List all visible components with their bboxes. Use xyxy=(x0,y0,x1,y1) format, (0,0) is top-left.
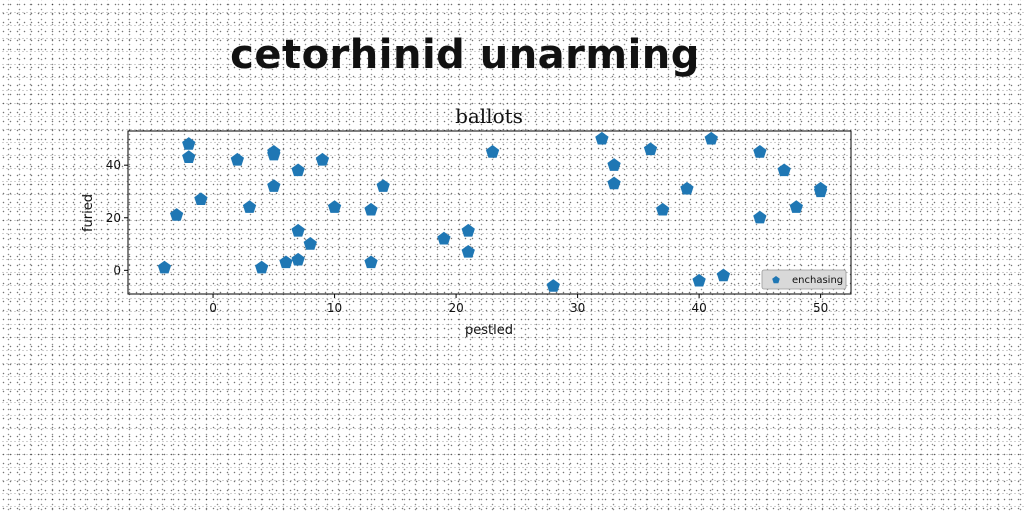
data-point xyxy=(462,245,475,258)
data-point xyxy=(291,253,304,266)
scatter-series xyxy=(158,132,827,292)
legend: enchasing xyxy=(762,270,846,289)
y-tick-label: 20 xyxy=(106,211,121,225)
data-point xyxy=(291,224,304,237)
y-axis-label: furied xyxy=(81,194,96,232)
data-point xyxy=(607,177,620,190)
data-point xyxy=(279,255,292,268)
data-point xyxy=(790,200,803,213)
data-point xyxy=(486,145,499,158)
data-point xyxy=(243,200,256,213)
data-point xyxy=(304,237,317,250)
x-tick-label: 50 xyxy=(813,301,828,315)
data-point xyxy=(170,208,183,221)
x-axis-label: pestled xyxy=(465,323,513,338)
x-axis: 0 10 20 30 40 50 xyxy=(209,294,828,315)
data-point xyxy=(753,211,766,224)
legend-label: enchasing xyxy=(792,275,843,286)
data-point xyxy=(182,150,195,163)
data-point xyxy=(753,145,766,158)
data-point xyxy=(437,232,450,245)
x-tick-label: 10 xyxy=(327,301,342,315)
y-tick-label: 40 xyxy=(106,158,121,172)
data-point xyxy=(364,203,377,216)
data-point xyxy=(692,274,705,287)
data-point xyxy=(182,137,195,150)
data-point xyxy=(680,182,693,195)
data-point xyxy=(231,153,244,166)
data-point xyxy=(194,192,207,205)
data-point xyxy=(595,132,608,145)
data-point xyxy=(291,163,304,176)
data-point xyxy=(547,279,560,292)
data-point xyxy=(255,261,268,274)
data-point xyxy=(717,269,730,282)
data-point xyxy=(267,179,280,192)
data-point xyxy=(364,255,377,268)
chart-title: ballots xyxy=(455,104,523,128)
data-point xyxy=(607,158,620,171)
y-tick-label: 0 xyxy=(113,263,121,277)
data-point xyxy=(644,142,657,155)
x-tick-label: 0 xyxy=(209,301,217,315)
data-point xyxy=(656,203,669,216)
x-tick-label: 20 xyxy=(448,301,463,315)
data-point xyxy=(377,179,390,192)
y-axis: 0 20 40 xyxy=(106,158,128,277)
x-tick-label: 30 xyxy=(570,301,585,315)
data-point xyxy=(462,224,475,237)
data-point xyxy=(778,163,791,176)
data-point xyxy=(705,132,718,145)
data-point xyxy=(328,200,341,213)
data-point xyxy=(158,261,171,274)
data-point xyxy=(316,153,329,166)
x-tick-label: 40 xyxy=(691,301,706,315)
